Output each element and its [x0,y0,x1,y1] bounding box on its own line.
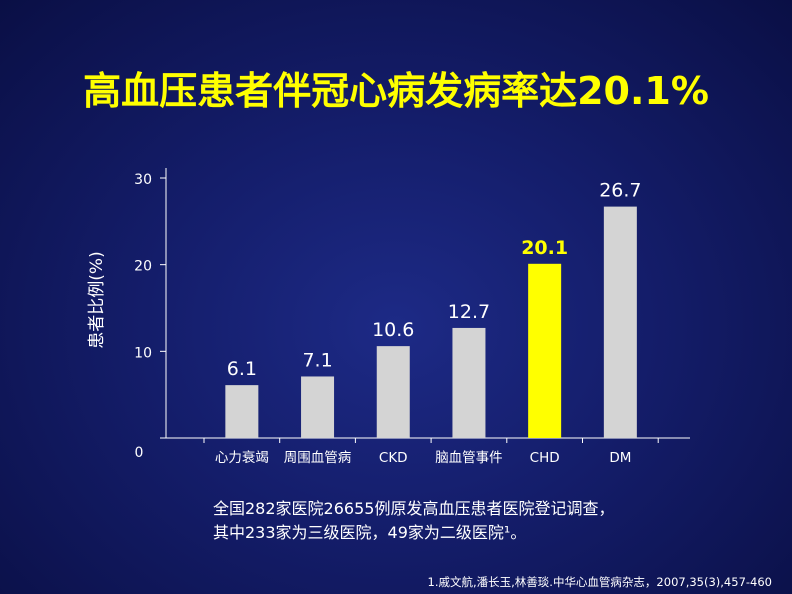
bar [225,385,259,438]
bar-value-label: 6.1 [227,358,257,380]
y-axis-label: 患者比例(%) [87,251,107,348]
slide-title: 高血压患者伴冠心病发病率达20.1% [83,69,709,113]
y-tick-label: 10 [134,345,152,361]
bar [603,206,637,438]
x-tick-label: 脑血管事件 [435,450,503,466]
bar [301,376,335,438]
footnote-line-1: 全国282家医院26655例原发高血压患者医院登记调查， [213,499,615,518]
chart-bars [225,206,637,438]
footnote-line-2: 其中233家为三级医院，49家为二级医院¹。 [213,523,527,542]
chart-labels: 6.1 心力衰竭 7.1 周围血管病 10.6 CKD 12.7 脑血管事件 20.1 CHD 26… [215,180,642,466]
x-tick-label: CKD [379,450,408,466]
y-tick-label: 0 [135,445,144,461]
x-tick-label: DM [609,450,631,466]
x-tick-label: 周围血管病 [284,450,352,466]
footnote: 全国282家医院26655例原发高血压患者医院登记调查， 其中233家为三级医院… [213,497,614,545]
bar [452,327,486,438]
bar [528,263,562,438]
x-tick-label: CHD [530,450,560,466]
x-tick-label: 心力衰竭 [215,449,269,466]
bar-value-label: 7.1 [302,349,332,371]
y-tick-label: 20 [134,259,152,275]
bar-value-label: 12.7 [448,301,490,323]
bar-value-label: 10.6 [372,319,414,341]
bar-value-label: 26.7 [599,180,641,202]
y-tick-label: 30 [134,172,152,188]
bar-value-label: 20.1 [521,237,568,259]
reference-citation: 1.戚文航,潘长玉,林善琰.中华心血管病杂志，2007,35(3),457-46… [427,575,773,589]
bar [376,346,410,438]
